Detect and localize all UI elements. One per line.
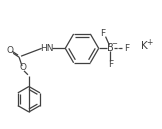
Text: F: F	[124, 44, 129, 53]
Text: O: O	[7, 46, 14, 55]
Text: O: O	[19, 63, 27, 72]
Text: HN: HN	[40, 44, 53, 53]
Text: +: +	[147, 38, 153, 47]
Text: –: –	[117, 44, 122, 53]
Text: F: F	[100, 29, 105, 38]
Text: F: F	[108, 59, 113, 68]
Text: B: B	[107, 43, 114, 53]
Text: −: −	[111, 41, 117, 47]
Text: K: K	[140, 41, 147, 51]
